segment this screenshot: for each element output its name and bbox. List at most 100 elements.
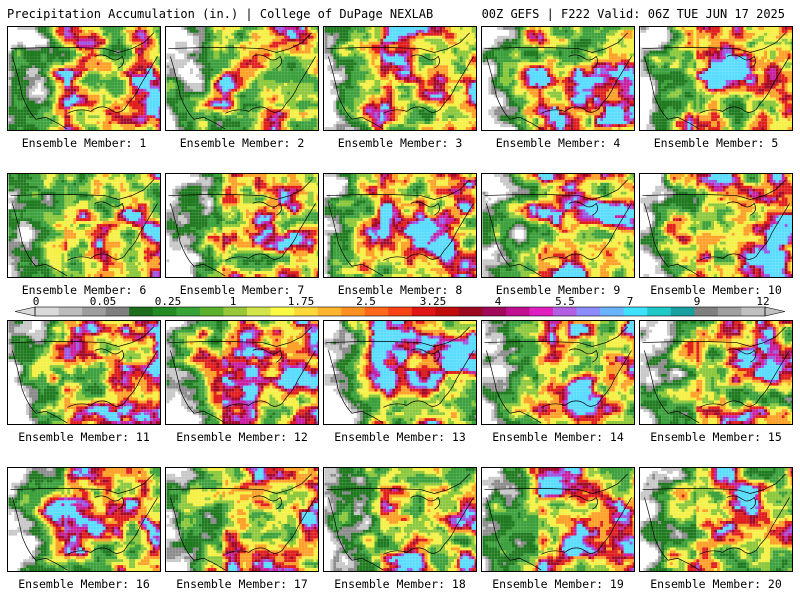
ensemble-member-label: Ensemble Member: 7 [165, 283, 319, 297]
colorbar-tick-label: 1.75 [288, 296, 315, 308]
precipitation-map [7, 320, 161, 425]
colorbar-tick-label: 0 [33, 296, 40, 308]
ensemble-member-panel: Ensemble Member: 18 [323, 467, 477, 593]
ensemble-member-label: Ensemble Member: 4 [481, 136, 635, 150]
model-run-info: 00Z GEFS | F222 Valid: 06Z TUE JUN 17 20… [482, 6, 785, 22]
colorbar-tick-label: 9 [694, 296, 701, 308]
colorbar-segment [246, 307, 271, 316]
precipitation-map [481, 467, 635, 572]
ensemble-member-label: Ensemble Member: 9 [481, 283, 635, 297]
ensemble-member-panel: Ensemble Member: 20 [639, 467, 793, 593]
ensemble-member-panel: Ensemble Member: 7 [165, 173, 319, 299]
colorbar-segment [388, 307, 413, 316]
ensemble-member-panel: Ensemble Member: 1 [7, 26, 161, 152]
ensemble-member-panel: Ensemble Member: 15 [639, 320, 793, 446]
ensemble-member-label: Ensemble Member: 3 [323, 136, 477, 150]
colorbar-segment [647, 307, 672, 316]
colorbar-segment [129, 307, 154, 316]
colorbar-segment [58, 307, 83, 316]
precipitation-map [639, 26, 793, 131]
colorbar-segment [435, 307, 460, 316]
ensemble-member-label: Ensemble Member: 5 [639, 136, 793, 150]
colorbar-segment [199, 307, 224, 316]
precipitation-map [7, 467, 161, 572]
ensemble-member-panel: Ensemble Member: 3 [323, 26, 477, 152]
colorbar-tick-label: 2.5 [356, 296, 376, 308]
ensemble-member-panel: Ensemble Member: 11 [7, 320, 161, 446]
precipitation-map [323, 467, 477, 572]
ensemble-member-label: Ensemble Member: 2 [165, 136, 319, 150]
ensemble-member-label: Ensemble Member: 8 [323, 283, 477, 297]
colorbar-segment [341, 307, 365, 316]
ensemble-member-label: Ensemble Member: 1 [7, 136, 161, 150]
ensemble-member-label: Ensemble Member: 12 [165, 430, 319, 444]
ensemble-member-panel: Ensemble Member: 12 [165, 320, 319, 446]
precipitation-map [165, 173, 319, 278]
precipitation-map [165, 467, 319, 572]
ensemble-member-panel: Ensemble Member: 2 [165, 26, 319, 152]
colorbar-tick-label: 3.25 [420, 296, 447, 308]
colorbar-segment [458, 307, 483, 316]
colorbar-segment [623, 307, 648, 316]
ensemble-member-panel: Ensemble Member: 5 [639, 26, 793, 152]
ensemble-member-label: Ensemble Member: 6 [7, 283, 161, 297]
colorbar-max-arrow [764, 306, 786, 317]
colorbar-tick-label: 1 [230, 296, 237, 308]
colorbar-tick-label: 4 [495, 296, 502, 308]
colorbar-segment [694, 307, 719, 316]
precipitation-colorbar: 0 0.05 0.25 1 1.75 2.5 3.25 4 5.5 7 9 12 [14, 296, 786, 317]
ensemble-member-panel: Ensemble Member: 17 [165, 467, 319, 593]
ensemble-member-label: Ensemble Member: 19 [481, 577, 635, 591]
colorbar-segment [411, 307, 436, 316]
ensemble-member-label: Ensemble Member: 10 [639, 283, 793, 297]
colorbar-segment [364, 307, 389, 316]
ensemble-member-label: Ensemble Member: 16 [7, 577, 161, 591]
precipitation-map [481, 173, 635, 278]
precipitation-map [7, 26, 161, 131]
ensemble-member-panel: Ensemble Member: 13 [323, 320, 477, 446]
precipitation-map [639, 467, 793, 572]
colorbar-segment [553, 307, 577, 316]
colorbar-segment [741, 307, 766, 316]
colorbar-min-arrow [14, 306, 36, 317]
ensemble-member-panel: Ensemble Member: 10 [639, 173, 793, 299]
colorbar-segment [600, 307, 625, 316]
ensemble-member-panel: Ensemble Member: 19 [481, 467, 635, 593]
ensemble-member-panel: Ensemble Member: 9 [481, 173, 635, 299]
colorbar-segment [505, 307, 530, 316]
ensemble-member-label: Ensemble Member: 14 [481, 430, 635, 444]
ensemble-member-label: Ensemble Member: 18 [323, 577, 477, 591]
colorbar-tick-label: 0.25 [155, 296, 182, 308]
precipitation-map [165, 26, 319, 131]
precipitation-map [481, 320, 635, 425]
colorbar-tick-label: 7 [627, 296, 634, 308]
colorbar-tick-label: 12 [756, 296, 769, 308]
precipitation-map [323, 26, 477, 131]
colorbar-tick-label: 0.05 [90, 296, 117, 308]
precipitation-map [481, 26, 635, 131]
ensemble-member-panel: Ensemble Member: 6 [7, 173, 161, 299]
colorbar-segment [105, 307, 130, 316]
colorbar-segment [152, 307, 177, 316]
colorbar-segment [223, 307, 248, 316]
map-title: Precipitation Accumulation (in.) | Colle… [7, 6, 433, 22]
colorbar-segment [82, 307, 106, 316]
colorbar-segment [717, 307, 742, 316]
ensemble-member-label: Ensemble Member: 11 [7, 430, 161, 444]
ensemble-member-panel: Ensemble Member: 14 [481, 320, 635, 446]
precipitation-map [7, 173, 161, 278]
precipitation-map [639, 320, 793, 425]
precipitation-map [323, 173, 477, 278]
colorbar-segment [482, 307, 507, 316]
precipitation-map [639, 173, 793, 278]
colorbar-segment [576, 307, 601, 316]
precipitation-map [165, 320, 319, 425]
precipitation-map [323, 320, 477, 425]
ensemble-member-panel: Ensemble Member: 16 [7, 467, 161, 593]
ensemble-member-label: Ensemble Member: 15 [639, 430, 793, 444]
ensemble-member-panel: Ensemble Member: 4 [481, 26, 635, 152]
colorbar-segment [670, 307, 695, 316]
ensemble-member-label: Ensemble Member: 20 [639, 577, 793, 591]
colorbar-segment [35, 307, 59, 316]
colorbar-segment [317, 307, 342, 316]
